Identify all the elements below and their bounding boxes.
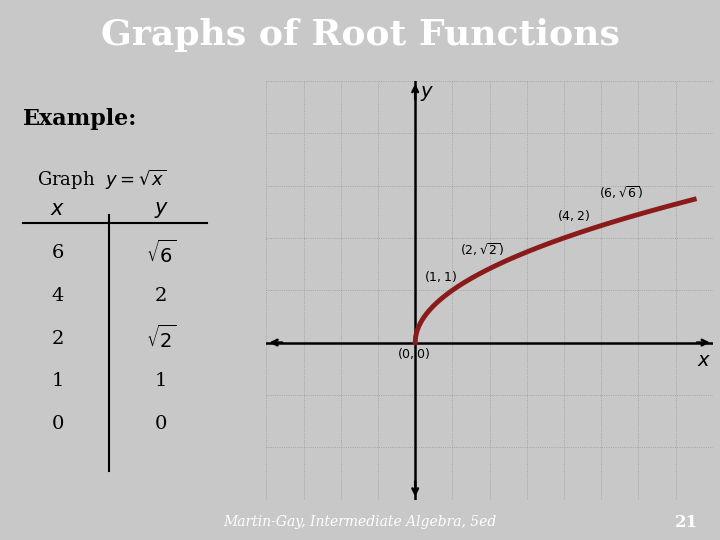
Text: Example:: Example: bbox=[23, 108, 138, 130]
Text: $(0, 0)$: $(0, 0)$ bbox=[397, 346, 430, 361]
Text: 1: 1 bbox=[155, 372, 168, 390]
Text: $(4, 2)$: $(4, 2)$ bbox=[557, 208, 590, 223]
Text: Martin-Gay, Intermediate Algebra, 5ed: Martin-Gay, Intermediate Algebra, 5ed bbox=[223, 516, 497, 529]
Text: $(1, 1)$: $(1, 1)$ bbox=[425, 269, 457, 284]
Text: 2: 2 bbox=[155, 287, 168, 305]
Text: 6: 6 bbox=[51, 244, 64, 262]
Text: $y$: $y$ bbox=[420, 84, 434, 103]
Text: $\sqrt{6}$: $\sqrt{6}$ bbox=[146, 240, 176, 267]
Text: $x$: $x$ bbox=[50, 200, 65, 219]
Text: 0: 0 bbox=[155, 415, 168, 433]
Text: $x$: $x$ bbox=[697, 352, 711, 370]
Text: 0: 0 bbox=[51, 415, 64, 433]
Text: 21: 21 bbox=[675, 514, 698, 531]
Text: Graph  $y = \sqrt{x}$: Graph $y = \sqrt{x}$ bbox=[37, 168, 167, 192]
Text: Graphs of Root Functions: Graphs of Root Functions bbox=[101, 18, 619, 52]
Text: $(6,\sqrt{6})$: $(6,\sqrt{6})$ bbox=[599, 185, 644, 201]
Text: 1: 1 bbox=[51, 372, 64, 390]
Text: 2: 2 bbox=[51, 329, 64, 348]
Text: $(2,\sqrt{2})$: $(2,\sqrt{2})$ bbox=[460, 241, 504, 258]
Text: $y$: $y$ bbox=[154, 200, 168, 220]
Text: 4: 4 bbox=[51, 287, 64, 305]
Text: $\sqrt{2}$: $\sqrt{2}$ bbox=[146, 325, 176, 352]
